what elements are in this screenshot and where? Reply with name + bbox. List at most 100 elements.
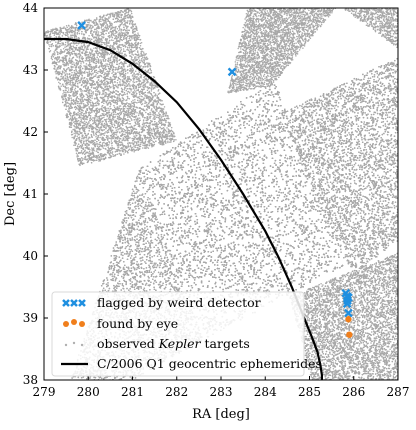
kepler-target-point — [103, 147, 105, 149]
kepler-target-point — [68, 84, 70, 86]
kepler-target-point — [86, 63, 88, 65]
kepler-target-point — [111, 124, 113, 126]
kepler-target-point — [111, 140, 113, 142]
kepler-target-point — [143, 89, 145, 91]
kepler-target-point — [114, 22, 116, 24]
kepler-target-point — [50, 50, 52, 52]
kepler-target-point — [65, 32, 67, 34]
kepler-target-point — [115, 90, 117, 92]
kepler-target-point — [55, 36, 57, 38]
kepler-target-point — [55, 28, 57, 30]
kepler-target-point — [71, 37, 73, 39]
kepler-target-point — [53, 56, 55, 58]
kepler-target-point — [90, 120, 92, 122]
kepler-target-point — [130, 123, 132, 125]
kepler-target-point — [115, 114, 117, 116]
kepler-target-point — [134, 50, 136, 52]
kepler-target-point — [70, 34, 72, 36]
kepler-target-point — [81, 150, 83, 152]
kepler-target-point — [93, 105, 95, 107]
kepler-target-point — [133, 59, 135, 61]
kepler-target-point — [98, 31, 100, 33]
kepler-target-point — [145, 139, 147, 141]
kepler-target-point — [80, 119, 82, 121]
kepler-target-point — [80, 160, 82, 162]
kepler-target-point — [96, 150, 98, 152]
kepler-target-point — [140, 53, 142, 55]
kepler-target-point — [80, 63, 82, 64]
kepler-target-point — [158, 89, 160, 91]
kepler-target-point — [131, 38, 133, 40]
kepler-target-point — [65, 29, 67, 31]
kepler-target-point — [95, 136, 97, 138]
kepler-target-point — [151, 90, 153, 92]
kepler-target-point — [52, 59, 54, 61]
kepler-target-point — [105, 63, 107, 65]
kepler-target-point — [111, 39, 113, 41]
kepler-target-point — [131, 101, 133, 103]
kepler-target-point — [111, 63, 113, 65]
kepler-target-point — [69, 49, 71, 51]
kepler-target-point — [68, 103, 70, 105]
kepler-target-point — [137, 32, 139, 34]
kepler-target-point — [104, 145, 106, 147]
kepler-target-point — [99, 146, 101, 148]
kepler-target-point — [79, 140, 81, 142]
kepler-target-point — [97, 53, 99, 55]
kepler-target-point — [79, 61, 81, 63]
kepler-target-point — [66, 68, 68, 70]
kepler-target-point — [151, 86, 153, 88]
kepler-target-point — [129, 86, 131, 88]
kepler-target-point — [91, 28, 93, 30]
kepler-target-point — [142, 147, 144, 149]
kepler-target-point — [78, 120, 80, 122]
kepler-target-point — [97, 73, 99, 75]
kepler-target-point — [93, 47, 95, 49]
kepler-target-point — [87, 143, 89, 145]
kepler-target-point — [67, 45, 69, 47]
kepler-target-point — [100, 133, 102, 135]
kepler-target-point — [77, 102, 79, 104]
kepler-target-point — [139, 100, 141, 102]
kepler-target-point — [91, 71, 93, 73]
kepler-target-point — [159, 135, 161, 137]
kepler-target-point — [89, 71, 91, 73]
kepler-target-point — [124, 75, 126, 77]
kepler-target-point — [69, 68, 71, 70]
kepler-target-point — [110, 45, 112, 47]
kepler-target-point — [164, 106, 166, 108]
kepler-target-point — [108, 109, 110, 111]
kepler-target-point — [115, 41, 117, 43]
kepler-target-point — [88, 138, 90, 140]
kepler-target-point — [95, 90, 97, 92]
kepler-target-point — [127, 76, 129, 78]
kepler-target-point — [82, 159, 84, 161]
kepler-target-point — [122, 137, 124, 139]
kepler-target-point — [127, 116, 129, 118]
kepler-target-point — [91, 131, 93, 133]
kepler-target-point — [89, 92, 91, 94]
kepler-target-point — [118, 30, 120, 32]
kepler-target-point — [138, 115, 140, 117]
kepler-target-point — [106, 119, 108, 121]
kepler-target-point — [167, 142, 169, 144]
kepler-target-point — [106, 43, 108, 45]
kepler-target-point — [103, 117, 105, 119]
kepler-target-point — [131, 88, 133, 90]
kepler-target-point — [125, 32, 127, 34]
kepler-target-point — [66, 27, 68, 29]
kepler-target-point — [161, 117, 163, 119]
kepler-target-point — [109, 106, 111, 108]
kepler-target-point — [129, 137, 131, 139]
kepler-target-point — [66, 73, 68, 75]
kepler-target-point — [99, 49, 101, 51]
kepler-target-point — [70, 117, 72, 119]
kepler-target-point — [137, 122, 139, 124]
kepler-target-point — [147, 81, 149, 83]
kepler-target-point — [158, 102, 160, 104]
kepler-target-point — [68, 94, 70, 96]
kepler-target-point — [84, 99, 86, 101]
kepler-target-point — [87, 47, 89, 49]
kepler-target-point — [151, 130, 153, 132]
kepler-target-point — [53, 45, 55, 47]
